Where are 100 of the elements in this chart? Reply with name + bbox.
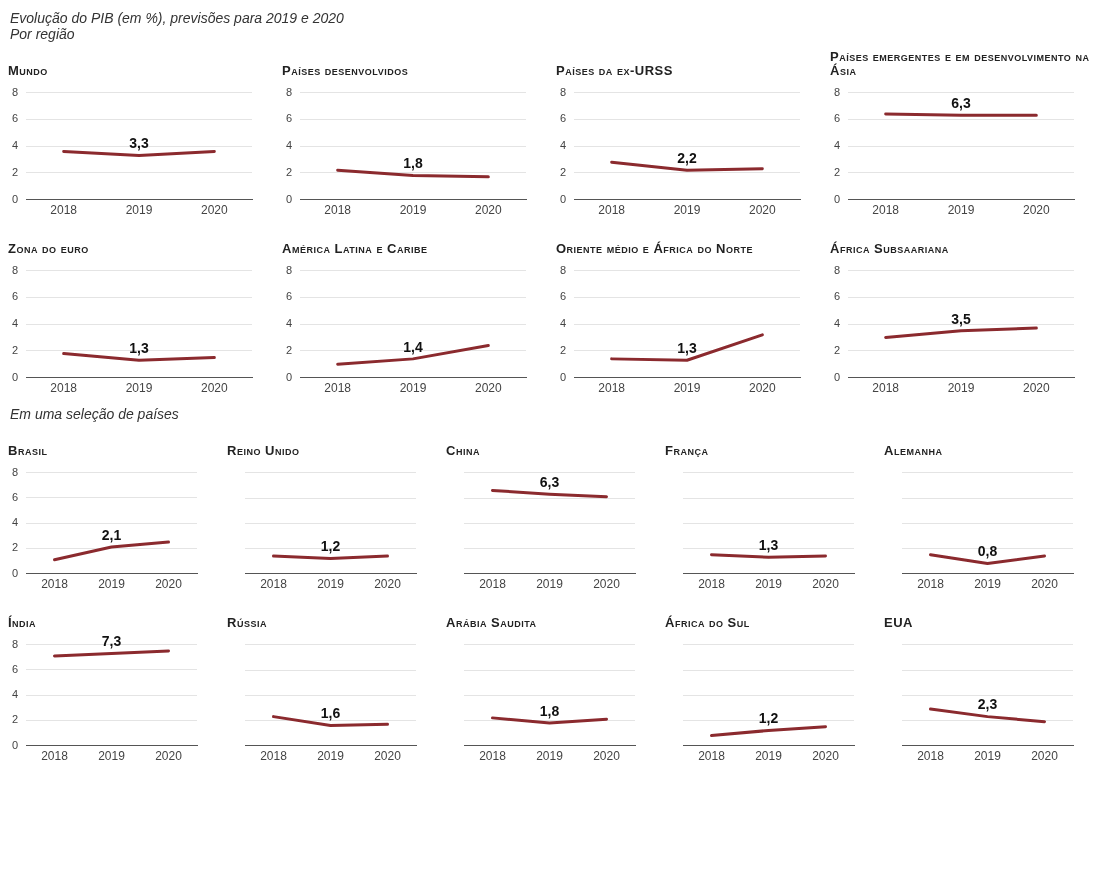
chart-title: Índia [7,614,38,630]
y-tick-label: 8 [11,637,18,650]
chart-title: Brasil [7,442,49,458]
y-tick-label: 4 [559,317,566,330]
chart-title: França [664,442,710,458]
data-label: 1,8 [403,155,423,172]
x-tick-label: 2018 [598,203,626,218]
y-tick-label: 6 [11,112,18,125]
x-tick-label: 2020 [1031,749,1059,764]
x-tick-label: 2019 [399,203,427,218]
y-tick-label: 4 [11,317,18,330]
data-label: 2,1 [101,526,122,543]
chart-title: Alemanha [883,442,944,458]
y-tick-label: 0 [285,370,292,383]
x-tick-label: 2018 [698,577,726,592]
x-tick-label: 2020 [812,577,840,592]
y-tick-label: 4 [285,139,292,152]
chart-title: Rússia [226,614,268,630]
x-tick-label: 2020 [474,203,502,218]
x-tick-label: 2019 [755,577,783,592]
chart-title: China [445,442,481,458]
y-tick-label: 6 [11,490,18,503]
x-tick-label: 2018 [260,577,288,592]
y-tick-label: 4 [11,688,18,701]
x-tick-label: 2020 [748,203,776,218]
data-label: 1,8 [539,702,560,719]
x-tick-label: 2020 [1031,577,1059,592]
y-tick-label: 2 [833,165,840,178]
y-tick-label: 8 [285,263,292,276]
x-tick-label: 2019 [755,749,783,764]
chart-title: Oriente médio e África do Norte [555,240,754,256]
y-tick-label: 8 [11,263,18,276]
data-label: 1,3 [129,340,149,357]
y-tick-label: 4 [833,139,840,152]
chart-title: América Latina e Caribe [281,240,429,256]
y-tick-label: 2 [833,343,840,356]
data-label: 1,4 [403,338,423,355]
y-tick-label: 2 [559,165,566,178]
y-tick-label: 8 [559,263,566,276]
chart-title: EUA [883,614,914,630]
chart-title: Arábia Saudita [445,614,538,630]
y-tick-label: 2 [285,343,292,356]
data-label: 1,6 [320,705,341,722]
x-tick-label: 2018 [324,381,352,396]
x-tick-label: 2019 [947,203,975,218]
y-tick-label: 6 [833,112,840,125]
y-tick-label: 6 [11,290,18,303]
x-tick-label: 2020 [593,577,621,592]
y-tick-label: 2 [11,541,18,554]
x-tick-label: 2020 [474,381,502,396]
data-label: 6,3 [951,95,971,112]
x-tick-label: 2020 [374,749,402,764]
x-tick-label: 2018 [41,577,69,592]
data-label: 1,2 [758,710,779,727]
text: Evolução do PIB (em %), previsões para 2019 e 2020 [10,10,345,26]
y-tick-label: 0 [11,566,18,579]
x-tick-label: 2019 [536,749,564,764]
y-tick-label: 8 [11,465,18,478]
x-tick-label: 2019 [673,203,701,218]
y-tick-label: 6 [11,662,18,675]
y-tick-label: 0 [559,370,566,383]
y-tick-label: 4 [11,516,18,529]
chart-title: Zona do euro [7,240,90,256]
chart-title: Países da ex-URSS [555,62,674,78]
x-tick-label: 2018 [479,577,507,592]
x-tick-label: 2019 [673,381,701,396]
y-tick-label: 6 [285,112,292,125]
x-tick-label: 2020 [155,749,183,764]
y-tick-label: 6 [833,290,840,303]
x-tick-label: 2019 [947,381,975,396]
x-tick-label: 2018 [872,203,900,218]
x-tick-label: 2020 [155,577,183,592]
y-tick-label: 4 [559,139,566,152]
y-tick-label: 0 [559,192,566,205]
y-tick-label: 4 [833,317,840,330]
x-tick-label: 2018 [917,749,945,764]
x-tick-label: 2018 [50,203,78,218]
x-tick-label: 2018 [50,381,78,396]
chart-title: Países desenvolvidos [281,62,410,78]
data-label: 6,3 [539,474,560,491]
chart-title: Países emergentes e em desenvolvimento na Ásia [829,48,1091,78]
y-tick-label: 0 [11,192,18,205]
y-tick-label: 8 [285,85,292,98]
y-tick-label: 0 [833,192,840,205]
data-label: 1,3 [758,537,779,554]
x-tick-label: 2020 [200,203,228,218]
x-tick-label: 2019 [317,577,345,592]
y-tick-label: 0 [11,370,18,383]
y-tick-label: 0 [833,370,840,383]
x-tick-label: 2020 [200,381,228,396]
y-tick-label: 8 [833,85,840,98]
y-tick-label: 2 [11,713,18,726]
x-tick-label: 2018 [324,203,352,218]
x-tick-label: 2020 [593,749,621,764]
x-tick-label: 2020 [1022,203,1050,218]
data-label: 3,5 [951,310,971,327]
chart-title: África Subsaariana [829,240,950,256]
x-tick-label: 2020 [374,577,402,592]
x-tick-label: 2018 [41,749,69,764]
text: Por região [10,26,76,42]
